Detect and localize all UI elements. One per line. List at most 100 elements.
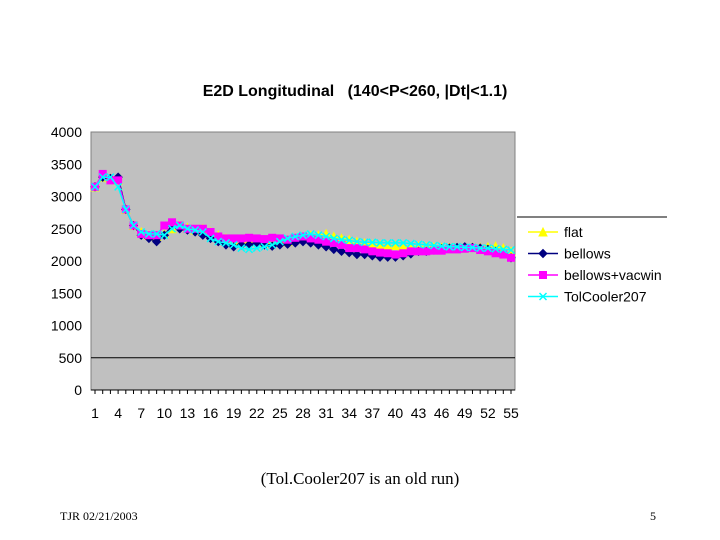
data-point xyxy=(206,234,215,243)
data-point xyxy=(437,242,446,251)
y-tick-label: 2000 xyxy=(51,253,82,269)
footer-author-date: TJR 02/21/2003 xyxy=(60,509,138,523)
data-point xyxy=(90,182,100,191)
data-point xyxy=(260,242,269,251)
x-tick-label: 37 xyxy=(365,405,381,421)
data-point xyxy=(337,240,346,249)
data-point xyxy=(106,173,115,182)
data-point xyxy=(352,237,361,246)
data-point xyxy=(191,226,200,235)
data-point xyxy=(151,236,162,247)
legend-item: bellows xyxy=(528,246,611,262)
data-point xyxy=(352,249,362,260)
x-tick-label: 16 xyxy=(203,405,219,421)
data-point xyxy=(468,243,477,252)
y-tick-label: 2500 xyxy=(51,221,82,237)
x-tick-label: 49 xyxy=(457,405,473,421)
series-tolcooler207 xyxy=(90,173,516,255)
data-point xyxy=(483,244,492,253)
data-point xyxy=(322,237,331,246)
x-tick-label: 7 xyxy=(137,405,145,421)
x-axis: 1 4 7 10 13 16 19 22 25 28 31 34 37 40 43 46 49 52 55 xyxy=(91,389,519,421)
data-point xyxy=(422,247,431,256)
data-point xyxy=(168,218,177,227)
data-point xyxy=(360,238,369,247)
data-point xyxy=(352,244,361,253)
data-point xyxy=(152,231,161,240)
data-point xyxy=(376,238,385,247)
data-point xyxy=(121,205,130,214)
legend-label: bellows+vacwin xyxy=(564,267,662,283)
series-layer xyxy=(90,169,516,263)
data-point xyxy=(245,233,254,242)
data-point xyxy=(252,244,261,253)
x-tick-label: 43 xyxy=(411,405,427,421)
data-point xyxy=(376,248,385,257)
data-point xyxy=(460,243,469,252)
data-point xyxy=(114,176,123,185)
data-point xyxy=(214,237,223,246)
data-point xyxy=(414,247,423,256)
data-point xyxy=(329,244,339,255)
data-point xyxy=(499,245,508,254)
data-point xyxy=(491,244,500,253)
data-point xyxy=(422,240,431,249)
data-point xyxy=(360,245,369,254)
y-tick-label: 1500 xyxy=(51,285,82,301)
data-point xyxy=(237,244,246,253)
data-point xyxy=(160,221,169,230)
legend-item: bellows+vacwin xyxy=(528,267,662,283)
y-tick-label: 0 xyxy=(74,382,82,398)
legend-item: TolCooler207 xyxy=(528,289,647,305)
data-point xyxy=(453,242,462,251)
data-point xyxy=(399,238,408,247)
data-point xyxy=(429,246,438,255)
data-point xyxy=(144,229,153,238)
legend: flat bellows bellows+vacwin TolCooler207 xyxy=(517,216,667,305)
series-bellows-vacwin xyxy=(91,169,515,262)
y-tick-label: 500 xyxy=(59,350,83,366)
legend-label: bellows xyxy=(564,246,611,262)
data-point xyxy=(260,235,269,244)
data-point xyxy=(137,227,146,237)
data-point xyxy=(414,240,423,249)
data-point xyxy=(144,231,153,240)
data-point xyxy=(114,182,123,191)
plot-background xyxy=(90,131,516,391)
data-point xyxy=(329,234,338,243)
x-tick-label: 4 xyxy=(114,405,122,421)
data-point xyxy=(291,232,300,241)
data-point xyxy=(337,235,346,244)
data-point xyxy=(129,221,138,230)
data-point xyxy=(506,246,516,255)
data-point xyxy=(538,226,548,237)
data-point xyxy=(538,248,548,259)
data-point xyxy=(268,240,277,249)
x-tick-label: 13 xyxy=(180,405,196,421)
data-point xyxy=(98,173,107,182)
data-point xyxy=(252,234,261,243)
data-point xyxy=(406,247,415,256)
data-point xyxy=(322,232,331,241)
data-point xyxy=(336,246,347,257)
x-tick-label: 40 xyxy=(388,405,404,421)
chart: 0 500 1000 1500 2000 2500 3000 3500 4000 1 4 7 10 13… xyxy=(51,83,667,421)
data-point xyxy=(383,249,392,258)
data-point xyxy=(345,244,354,253)
y-axis: 0 500 1000 1500 2000 2500 3000 3500 4000 xyxy=(51,124,82,398)
data-point xyxy=(445,242,454,251)
data-point xyxy=(391,250,400,259)
data-point xyxy=(183,224,192,233)
data-point xyxy=(538,292,548,301)
data-point xyxy=(368,247,377,256)
legend-label: TolCooler207 xyxy=(564,289,647,305)
data-point xyxy=(283,234,292,243)
x-tick-label: 52 xyxy=(480,405,496,421)
x-tick-label: 19 xyxy=(226,405,242,421)
x-tick-label: 34 xyxy=(341,405,357,421)
legend-label: flat xyxy=(564,224,583,240)
page-number: 5 xyxy=(650,509,656,523)
x-tick-label: 10 xyxy=(157,405,173,421)
data-point xyxy=(406,239,415,248)
x-tick-label: 25 xyxy=(272,405,288,421)
